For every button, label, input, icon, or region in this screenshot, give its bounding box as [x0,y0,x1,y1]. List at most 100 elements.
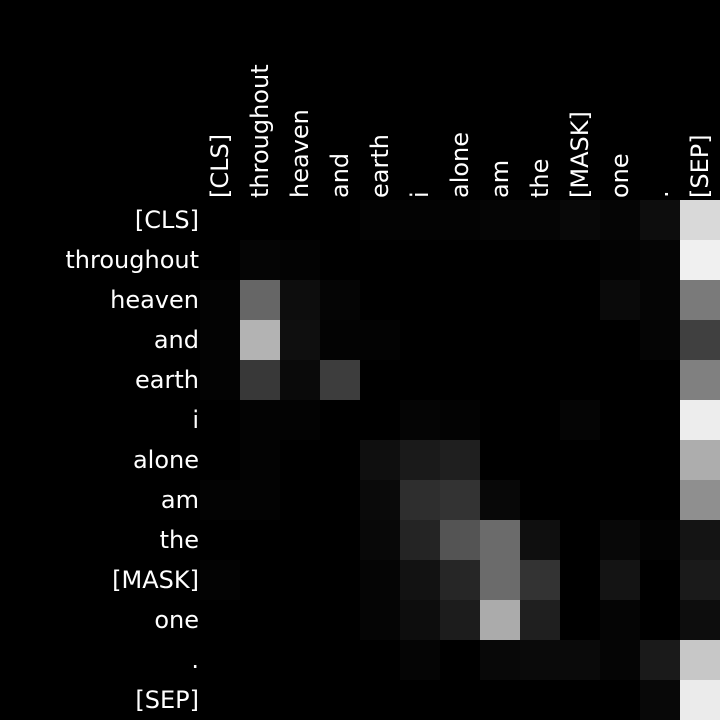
heatmap-cell [320,560,360,600]
y-tick-label: one [154,606,199,634]
y-tick-label: throughout [65,246,199,274]
heatmap-cell [360,680,400,720]
heatmap-cell [360,480,400,520]
heatmap-cell [200,200,240,240]
heatmap-cell [280,280,320,320]
heatmap-cell [200,400,240,440]
heatmap-cell [280,640,320,680]
heatmap-cell [560,600,600,640]
heatmap-cell [520,600,560,640]
heatmap-cell [520,480,560,520]
x-tick-label: one [606,153,634,198]
x-tick-label: earth [366,134,394,198]
heatmap-cell [280,240,320,280]
heatmap-cell [480,280,520,320]
heatmap-cell [480,200,520,240]
heatmap-cells [200,200,720,720]
heatmap-cell [240,360,280,400]
heatmap-cell [440,560,480,600]
heatmap-cell [400,440,440,480]
y-tick-label: i [192,406,199,434]
heatmap-cell [680,680,720,720]
heatmap-cell [600,600,640,640]
heatmap-cell [560,360,600,400]
heatmap-cell [680,440,720,480]
heatmap-cell [520,640,560,680]
heatmap-cell [560,520,600,560]
heatmap-cell [280,360,320,400]
heatmap-cell [640,480,680,520]
heatmap-cell [240,240,280,280]
heatmap-cell [480,480,520,520]
heatmap-cell [200,640,240,680]
heatmap-cell [560,480,600,520]
heatmap-cell [640,200,680,240]
heatmap-cell [360,440,400,480]
x-tick-label: the [526,159,554,198]
heatmap-cell [640,440,680,480]
heatmap-cell [480,360,520,400]
heatmap-cell [400,680,440,720]
x-tick-label: [MASK] [566,111,594,198]
heatmap-cell [320,280,360,320]
heatmap-cell [280,560,320,600]
heatmap-cell [240,480,280,520]
heatmap-cell [320,480,360,520]
heatmap-cell [520,320,560,360]
heatmap-cell [520,560,560,600]
heatmap-cell [640,520,680,560]
heatmap-cell [480,400,520,440]
heatmap-cell [280,400,320,440]
heatmap-cell [240,400,280,440]
heatmap-cell [440,280,480,320]
x-tick-label: . [646,190,674,198]
x-axis-tick-labels: [CLS] throughout heaven and earth i alone am the… [206,64,714,198]
y-tick-label: am [161,486,199,514]
heatmap-cell [480,520,520,560]
heatmap-cell [240,440,280,480]
heatmap-cell [600,440,640,480]
heatmap-cell [560,640,600,680]
heatmap-cell [320,200,360,240]
heatmap-cell [520,280,560,320]
heatmap-cell [640,600,680,640]
x-tick-label: throughout [246,64,274,198]
heatmap-cell [400,200,440,240]
x-tick-label: i [406,191,434,198]
heatmap-cell [200,680,240,720]
heatmap-cell [200,440,240,480]
heatmap-cell [640,360,680,400]
heatmap-cell [400,640,440,680]
y-tick-label: earth [135,366,199,394]
heatmap-cell [400,480,440,520]
heatmap-cell [400,280,440,320]
heatmap-cell [560,320,600,360]
heatmap-cell [560,400,600,440]
heatmap-cell [400,600,440,640]
heatmap-cell [440,520,480,560]
heatmap-cell [600,640,640,680]
heatmap-cell [240,680,280,720]
heatmap-cell [320,640,360,680]
heatmap-cell [600,240,640,280]
heatmap-cell [200,520,240,560]
y-axis-tick-labels: [CLS] throughout heaven and earth i alone am the… [65,206,199,714]
heatmap-cell [520,520,560,560]
x-tick-label: heaven [286,109,314,198]
heatmap-cell [600,680,640,720]
heatmap-cell [280,480,320,520]
heatmap-cell [520,360,560,400]
heatmap-cell [400,240,440,280]
heatmap-cell [480,240,520,280]
heatmap-cell [520,680,560,720]
heatmap-cell [440,200,480,240]
heatmap-cell [680,360,720,400]
heatmap-cell [200,360,240,400]
heatmap-cell [320,520,360,560]
heatmap-cell [560,440,600,480]
heatmap-cell [560,280,600,320]
heatmap-cell [200,240,240,280]
heatmap-cell [480,640,520,680]
